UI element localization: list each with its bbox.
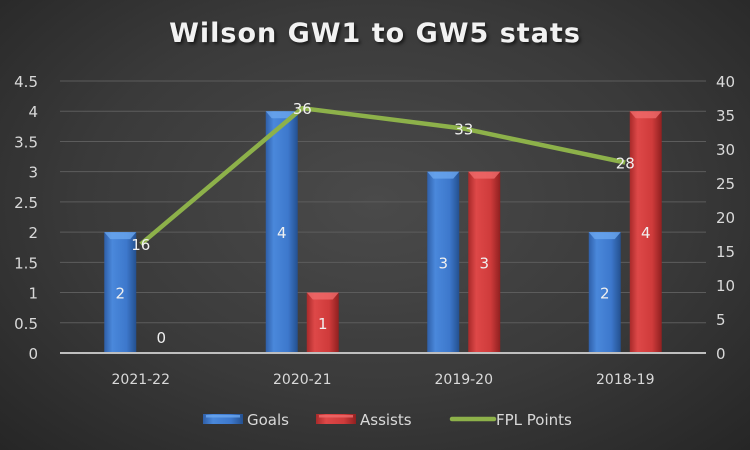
y-left-tick-label: 3 [28, 164, 38, 182]
y-right-tick-label: 10 [716, 277, 735, 295]
bar-bevel [104, 232, 137, 240]
y-right-tick-label: 0 [716, 345, 726, 363]
line-data-label: 36 [293, 100, 312, 118]
bar-bevel [468, 171, 501, 179]
y-left-tick-label: 1.5 [14, 254, 38, 272]
goals-bar [588, 232, 621, 353]
y-right-tick-label: 5 [716, 311, 726, 329]
bar-bevel [427, 171, 460, 179]
legend-label: FPL Points [496, 411, 572, 429]
legend-swatch-goals [203, 414, 243, 424]
data-label: 2 [600, 285, 610, 303]
goals-bar [427, 171, 460, 353]
assists-bar [306, 292, 339, 353]
x-tick-label: 2021-22 [112, 372, 171, 388]
bar-bevel [588, 232, 621, 240]
y-left-tick-label: 1 [28, 285, 38, 303]
x-tick-label: 2020-21 [273, 372, 332, 388]
data-label: 4 [641, 224, 651, 242]
data-label: 4 [277, 224, 287, 242]
assists-bar [468, 171, 501, 353]
y-left-tick-label: 2.5 [14, 194, 38, 212]
legend-label: Goals [247, 411, 289, 429]
y-right-tick-label: 40 [716, 73, 735, 91]
bar-bevel [629, 111, 662, 119]
legend-label: Assists [360, 411, 412, 429]
chart-title: Wilson GW1 to GW5 stats [169, 18, 581, 49]
y-right-tick-label: 25 [716, 175, 735, 193]
line-data-label: 33 [454, 121, 473, 139]
y-right-tick-label: 30 [716, 141, 735, 159]
y-left-tick-label: 0.5 [14, 315, 38, 333]
legend-swatch-assists [316, 414, 356, 424]
y-left-tick-label: 3.5 [14, 133, 38, 151]
data-label: 1 [318, 315, 328, 333]
goals-bar [104, 232, 137, 353]
y-right-tick-label: 35 [716, 107, 735, 125]
y-left-tick-label: 2 [28, 224, 38, 242]
line-data-label: 28 [616, 155, 635, 173]
data-label: 3 [438, 254, 448, 272]
legend-swatch-bevel [206, 415, 240, 418]
legend-swatch-bevel [319, 415, 353, 418]
data-label: 0 [156, 329, 166, 347]
x-tick-label: 2019-20 [435, 372, 494, 388]
y-left-tick-label: 4.5 [14, 73, 38, 91]
data-label: 2 [115, 285, 125, 303]
y-left-tick-label: 4 [28, 103, 38, 121]
bar-bevel [306, 292, 339, 300]
y-left-tick-label: 0 [28, 345, 38, 363]
assists-bar [629, 111, 662, 353]
y-right-tick-label: 20 [716, 209, 735, 227]
goals-bar [265, 111, 298, 353]
x-tick-label: 2018-19 [596, 372, 655, 388]
line-data-label: 16 [131, 236, 150, 254]
fpl-points-line [139, 105, 626, 246]
y-right-tick-label: 15 [716, 243, 735, 261]
data-label: 3 [479, 254, 489, 272]
